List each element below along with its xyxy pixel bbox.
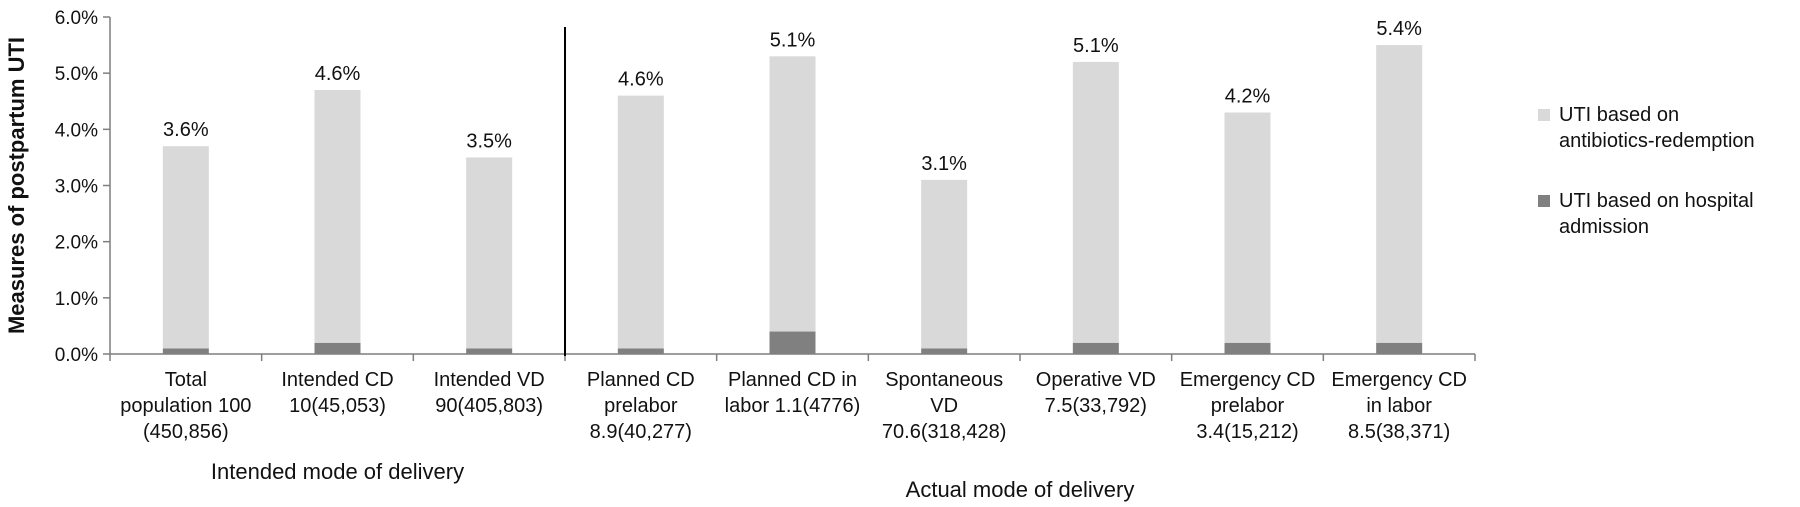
y-tick-label: 3.0% xyxy=(55,177,98,198)
category-label-line: Operative VD xyxy=(1036,369,1156,391)
data-label: 3.5% xyxy=(466,130,512,152)
data-label: 5.1% xyxy=(770,29,816,51)
category-label-line: 70.6(318,428) xyxy=(882,421,1007,443)
category-label: Intended CD 10(45,053) xyxy=(281,369,393,417)
bar-hospital-admission xyxy=(1224,342,1271,354)
bar-hospital-admission xyxy=(314,342,361,354)
category-label-line: Intended VD xyxy=(434,369,545,391)
category-label-line: Total xyxy=(165,369,207,391)
legend-swatch xyxy=(1538,195,1550,207)
group-label: Actual mode of delivery xyxy=(906,477,1135,502)
bar-antibiotics-redemption xyxy=(1072,61,1119,343)
bar-hospital-admission xyxy=(466,348,513,354)
bar-antibiotics-redemption xyxy=(314,90,361,343)
legend-label: UTI based on antibiotics-redemption xyxy=(1559,104,1755,152)
category-label-line: 90(405,803) xyxy=(435,395,543,417)
data-label: 4.6% xyxy=(618,69,664,91)
category-label-line: Emergency CD xyxy=(1331,369,1467,391)
bar-hospital-admission xyxy=(617,348,664,354)
group-label: Intended mode of delivery xyxy=(211,459,464,484)
category-label-line: 8.9(40,277) xyxy=(590,421,692,443)
legend-label: UTI based on hospital admission xyxy=(1559,190,1754,238)
bar-hospital-admission xyxy=(769,331,816,354)
bar-hospital-admission xyxy=(1072,342,1119,354)
category-label: Planned CD in labor 1.1(4776) xyxy=(725,369,861,417)
category-label-line: labor 1.1(4776) xyxy=(725,395,861,417)
category-label-line: Intended CD xyxy=(281,369,393,391)
category-label: Spontaneous VD 70.6(318,428) xyxy=(882,369,1007,443)
data-labels: 3.6% 4.6% 3.5% 4.6% 5.1% 3.1% 5.1% 4.2% 5.4% xyxy=(163,18,1422,175)
data-label: 5.4% xyxy=(1376,18,1422,40)
y-axis-title: Measures of postpartum UTI xyxy=(4,37,29,334)
data-label: 3.6% xyxy=(163,119,209,141)
category-label-line: Planned CD in xyxy=(728,369,857,391)
category-label: Intended VD 90(405,803) xyxy=(434,369,545,417)
bar-antibiotics-redemption xyxy=(466,157,513,349)
legend-label-line: UTI based on hospital xyxy=(1559,190,1754,212)
category-label-line: Spontaneous xyxy=(885,369,1003,391)
y-tick-label: 4.0% xyxy=(55,120,98,141)
category-label-line: in labor xyxy=(1366,395,1432,417)
y-tick-label: 0.0% xyxy=(55,345,98,366)
category-label-line: 7.5(33,792) xyxy=(1045,395,1147,417)
data-label: 4.6% xyxy=(315,63,361,85)
legend-label-line: admission xyxy=(1559,216,1649,238)
category-label-line: prelabor xyxy=(604,395,678,417)
bar-hospital-admission xyxy=(921,348,968,354)
group-labels: Intended mode of delivery Actual mode of … xyxy=(211,459,1134,502)
legend-label-line: antibiotics-redemption xyxy=(1559,130,1755,152)
bars xyxy=(162,45,1423,354)
bar-antibiotics-redemption xyxy=(1376,45,1423,343)
bar-antibiotics-redemption xyxy=(617,95,664,349)
category-label-line: 8.5(38,371) xyxy=(1348,421,1450,443)
category-label-line: (450,856) xyxy=(143,421,229,443)
bar-antibiotics-redemption xyxy=(1224,112,1271,343)
bar-hospital-admission xyxy=(1376,342,1423,354)
category-label-line: 3.4(15,212) xyxy=(1196,421,1298,443)
category-label: Planned CD prelabor 8.9(40,277) xyxy=(587,369,695,443)
category-label-line: prelabor xyxy=(1211,395,1285,417)
bar-antibiotics-redemption xyxy=(769,56,816,332)
y-axis-label: Measures of postpartum UTI xyxy=(4,37,29,334)
category-label: Emergency CD in labor 8.5(38,371) xyxy=(1331,369,1467,443)
category-label: Operative VD 7.5(33,792) xyxy=(1036,369,1156,417)
legend-label-line: UTI based on xyxy=(1559,104,1679,126)
category-label: Emergency CD prelabor 3.4(15,212) xyxy=(1180,369,1316,443)
category-label-line: Emergency CD xyxy=(1180,369,1316,391)
bar-antibiotics-redemption xyxy=(921,179,968,349)
bar-hospital-admission xyxy=(162,348,209,354)
legend-swatch xyxy=(1538,109,1550,121)
y-tick-label: 5.0% xyxy=(55,64,98,85)
y-tick-label: 2.0% xyxy=(55,233,98,254)
bar-antibiotics-redemption xyxy=(162,146,209,349)
y-tick-label: 1.0% xyxy=(55,289,98,310)
y-tick-label: 6.0% xyxy=(55,8,98,29)
data-label: 3.1% xyxy=(921,153,967,175)
data-label: 5.1% xyxy=(1073,35,1119,57)
data-label: 4.2% xyxy=(1225,85,1271,107)
category-label-line: 10(45,053) xyxy=(289,395,386,417)
category-label-line: VD xyxy=(930,395,958,417)
category-labels: Total population 100 (450,856) Intended CD 1… xyxy=(120,369,1467,443)
category-label-line: population 100 xyxy=(120,395,251,417)
category-label-line: Planned CD xyxy=(587,369,695,391)
category-label: Total population 100 (450,856) xyxy=(120,369,251,443)
